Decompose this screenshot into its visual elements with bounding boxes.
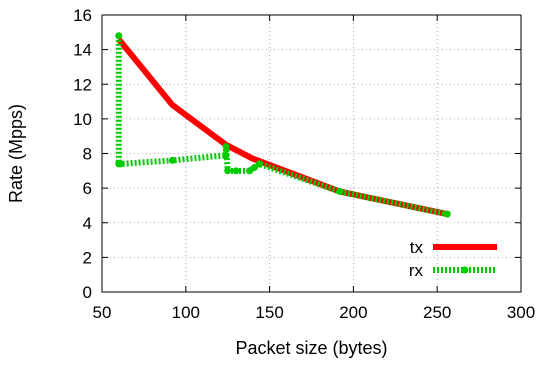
y-tick-label: 0	[83, 283, 92, 302]
legend: tx rx	[409, 238, 497, 280]
series-rx-point	[222, 151, 230, 159]
y-tick-label: 10	[73, 110, 92, 129]
y-tick-label: 8	[83, 145, 92, 164]
x-tick-label: 250	[423, 303, 451, 322]
series-rx-point	[245, 167, 253, 175]
y-tick-label: 12	[73, 75, 92, 94]
series-rx-point	[251, 163, 259, 171]
y-tick-label: 6	[83, 179, 92, 198]
x-tick-label: 100	[172, 303, 200, 322]
series-rx-point	[336, 188, 344, 196]
y-tick-label: 16	[73, 6, 92, 25]
y-axis-label: Rate (Mpps)	[6, 104, 26, 203]
series-rx-point	[115, 32, 123, 40]
x-axis-label: Packet size (bytes)	[235, 338, 387, 358]
axis-ticks: 50 100 150 200 250 300 0 2 4 6 8 10 12 14 16	[73, 6, 535, 322]
y-tick-label: 14	[73, 41, 92, 60]
series-rx-line	[115, 35, 448, 218]
x-tick-label: 300	[507, 303, 535, 322]
x-tick-label: 50	[93, 303, 112, 322]
legend-marker-rx	[461, 266, 469, 274]
series-rx-point	[168, 156, 176, 164]
series-rx-point	[222, 143, 230, 151]
legend-label-rx: rx	[409, 261, 424, 280]
grid-lines	[102, 15, 521, 292]
series-tx-line	[116, 37, 448, 218]
series-rx-point	[232, 167, 240, 175]
series-rx-point	[224, 167, 232, 175]
legend-label-tx: tx	[410, 238, 424, 257]
x-tick-label: 150	[255, 303, 283, 322]
y-tick-label: 2	[83, 248, 92, 267]
series-rx-point	[116, 160, 124, 168]
series-rx-point	[443, 210, 451, 218]
x-tick-label: 200	[339, 303, 367, 322]
series-rx-point	[256, 160, 264, 168]
data-series	[115, 32, 451, 218]
y-tick-label: 4	[83, 214, 92, 233]
